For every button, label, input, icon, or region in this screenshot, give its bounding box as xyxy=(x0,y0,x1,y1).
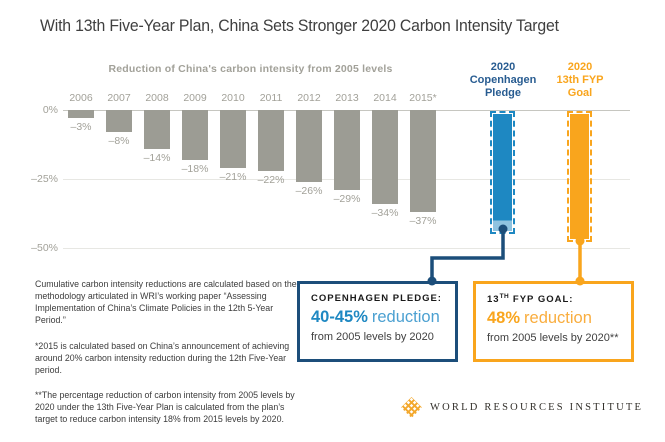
bar-value-label: –22% xyxy=(257,173,285,186)
copenhagen-heading: COPENHAGEN PLEDGE: xyxy=(311,293,442,304)
fyp-unit-word: reduction xyxy=(524,309,592,327)
wri-logo: WORLD RESOURCES INSTITUTE xyxy=(401,397,643,418)
bar-2006 xyxy=(68,110,94,119)
bar-value-label: –34% xyxy=(371,206,399,219)
bar-2015 xyxy=(410,110,436,213)
x-axis-label: 2014 xyxy=(373,92,397,104)
x-axis-label: 2008 xyxy=(145,92,169,104)
x-axis-label: 2011 xyxy=(259,92,283,104)
fyp-heading: 13TH FYP GOAL: xyxy=(487,293,621,305)
y-axis-tick-label: –50% xyxy=(31,242,58,254)
chart-title: Reduction of China's carbon intensity fr… xyxy=(108,63,393,75)
copenhagen-value: 40-45% xyxy=(311,308,368,326)
fyp-sub: from 2005 levels by 2020** xyxy=(487,332,619,344)
x-axis-label: 2013 xyxy=(335,92,359,104)
x-axis-label: 2007 xyxy=(107,92,131,104)
fyp-header: 2020 13th FYP Goal xyxy=(556,61,604,99)
fyp-target-bar xyxy=(567,111,592,243)
fyp-value: 48% xyxy=(487,309,521,327)
fyp-goal-callout: 13TH FYP GOAL: 48% reduction from 2005 le… xyxy=(473,281,634,362)
footnote-fyp: **The percentage reduction of carbon int… xyxy=(35,389,295,425)
bar-value-label: –8% xyxy=(108,135,130,148)
copenhagen-unit-word: reduction xyxy=(371,308,440,326)
bar-2009 xyxy=(182,110,208,160)
gridline xyxy=(63,248,630,249)
x-axis-label: 2012 xyxy=(297,92,321,104)
bar-2010 xyxy=(220,110,246,168)
bar-value-label: –21% xyxy=(219,170,247,183)
copenhagen-target-fill xyxy=(493,114,512,232)
bar-value-label: –18% xyxy=(181,162,209,175)
bar-value-label: –26% xyxy=(295,184,323,197)
footnote-2015: *2015 is calculated based on China’s ann… xyxy=(35,340,290,375)
x-axis-label: 2006 xyxy=(69,92,93,104)
bar-value-label: –14% xyxy=(143,151,171,164)
copenhagen-header: 2020 Copenhagen Pledge xyxy=(469,61,537,99)
bar-2008 xyxy=(144,110,170,149)
fyp-value-line: 48% reduction xyxy=(487,309,621,328)
bar-value-label: –3% xyxy=(70,121,92,134)
fyp-heading-sup: TH xyxy=(499,293,510,300)
y-axis-tick-label: –25% xyxy=(31,173,58,185)
x-axis-label: 2010 xyxy=(221,92,245,104)
copenhagen-target-bar xyxy=(490,111,515,235)
fyp-heading-num: 13 xyxy=(487,294,500,305)
copenhagen-value-line: 40-45% reduction xyxy=(311,308,445,327)
page-title: With 13th Five-Year Plan, China Sets Str… xyxy=(40,16,559,35)
copenhagen-sub: from 2005 levels by 2020 xyxy=(311,331,434,343)
footnotes-block: Cumulative carbon intensity reductions a… xyxy=(35,278,301,438)
fyp-heading-rest: FYP GOAL: xyxy=(509,294,574,305)
bar-2007 xyxy=(106,110,132,133)
fyp-target-fill xyxy=(570,114,589,240)
wri-logo-text: WORLD RESOURCES INSTITUTE xyxy=(430,402,644,413)
bar-2013 xyxy=(334,110,360,191)
wri-logo-icon xyxy=(401,397,422,418)
x-axis-label: 2015* xyxy=(409,92,437,104)
bar-2012 xyxy=(296,110,322,182)
bar-2011 xyxy=(258,110,284,171)
x-axis-label: 2009 xyxy=(183,92,207,104)
bar-2014 xyxy=(372,110,398,204)
y-axis-tick-label: 0% xyxy=(42,104,58,116)
copenhagen-pledge-callout: COPENHAGEN PLEDGE: 40-45% reduction from … xyxy=(297,281,458,362)
bar-value-label: –29% xyxy=(333,193,361,206)
footnote-methodology: Cumulative carbon intensity reductions a… xyxy=(35,279,297,326)
bar-value-label: –37% xyxy=(409,215,437,228)
